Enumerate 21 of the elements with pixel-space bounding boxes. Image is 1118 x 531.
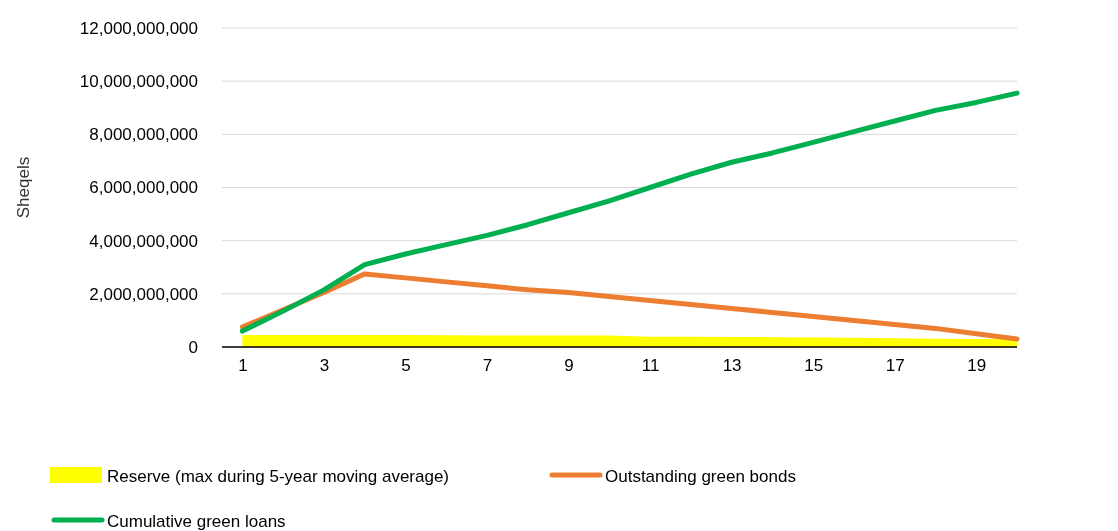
y-tick-label: 8,000,000,000 (89, 125, 198, 145)
x-tick-label: 9 (564, 356, 574, 376)
x-tick-label: 17 (885, 356, 905, 376)
y-tick-label: 12,000,000,000 (79, 18, 198, 38)
x-tick-label: 7 (482, 356, 493, 376)
y-tick-label: 2,000,000,000 (89, 284, 198, 304)
y-tick-label: 0 (188, 337, 198, 357)
legend-label: Reserve (max during 5-year moving average) (107, 467, 450, 486)
legend-label: Cumulative green loans (107, 512, 286, 531)
y-tick-label: 10,000,000,000 (79, 72, 198, 92)
y-tick-label: 6,000,000,000 (89, 178, 198, 198)
y-axis-title: Sheqels (14, 156, 33, 219)
x-tick-label: 1 (238, 356, 248, 376)
x-tick-label: 19 (967, 356, 987, 376)
x-tick-label: 5 (401, 356, 411, 376)
y-tick-label: 4,000,000,000 (89, 231, 198, 251)
legend-label: Outstanding green bonds (605, 467, 796, 486)
x-tick-label: 11 (641, 356, 660, 376)
x-tick-label: 3 (319, 356, 330, 376)
x-tick-label: 13 (722, 356, 742, 376)
x-tick-label: 15 (804, 356, 824, 376)
